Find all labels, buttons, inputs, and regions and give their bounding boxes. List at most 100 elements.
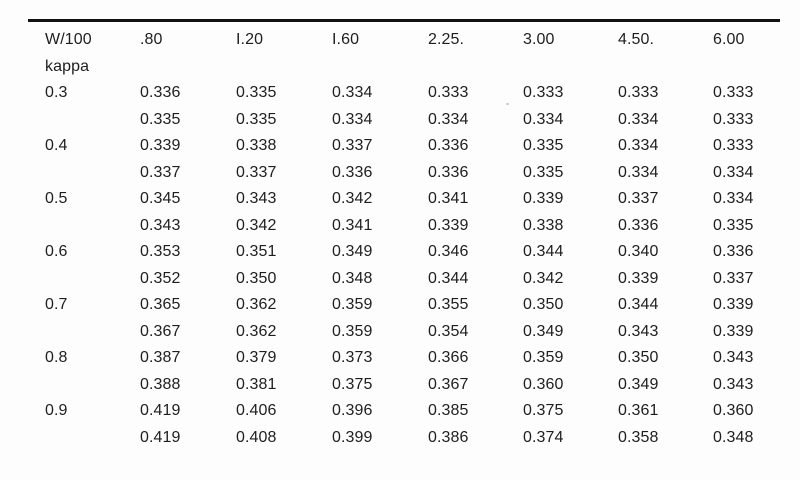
table-cell: 0.336 — [140, 84, 181, 101]
table-cell: 0.399 — [332, 428, 373, 446]
table-cell: 0.350 — [618, 349, 659, 366]
scan-speck — [506, 103, 509, 105]
column-header: I.20 — [236, 31, 264, 48]
table-cell: 0.338 — [523, 216, 564, 234]
table-cell: 0.334 — [618, 163, 659, 181]
table-cell: 0.339 — [713, 296, 754, 313]
table-cell: 0.349 — [332, 243, 373, 260]
table-cell: 0.381 — [236, 375, 277, 393]
table-cell: 0.387 — [140, 349, 181, 366]
table-cell: 0.396 — [332, 402, 373, 419]
table-cell: 0.337 — [140, 163, 181, 181]
table-cell: 0.362 — [236, 322, 277, 340]
table-cell: 0.359 — [332, 322, 373, 340]
table-cell: 0.333 — [523, 84, 564, 101]
table-cell: 0.336 — [428, 163, 469, 181]
table-cell: 0.334 — [618, 137, 659, 154]
table-cell: 0.359 — [332, 296, 373, 313]
column-header: I.60 — [332, 31, 360, 48]
table-cell: 0.342 — [236, 216, 277, 234]
table-cell: 0.419 — [140, 428, 181, 446]
row-label-kappa: 0.3 — [45, 84, 68, 101]
table-cell: 0.419 — [140, 402, 181, 419]
table-cell: 0.343 — [713, 349, 754, 366]
table-cell: 0.386 — [428, 428, 469, 446]
table-cell: 0.348 — [713, 428, 754, 446]
table-cell: 0.333 — [713, 84, 754, 101]
table-cell: 0.342 — [332, 190, 373, 207]
table-cell: 0.334 — [428, 110, 469, 128]
table-cell: 0.333 — [618, 84, 659, 101]
row-label-kappa: 0.8 — [45, 349, 68, 366]
table-cell: 0.385 — [428, 402, 469, 419]
table-cell: 0.333 — [428, 84, 469, 101]
table-cell: 0.365 — [140, 296, 181, 313]
table-cell: 0.337 — [236, 163, 277, 181]
table-cell: 0.406 — [236, 402, 277, 419]
table-cell: 0.336 — [332, 163, 373, 181]
table-cell: 0.335 — [236, 84, 277, 101]
column-header: 6.00 — [713, 31, 745, 48]
corner-label-bottom: kappa — [45, 58, 90, 75]
table-cell: 0.349 — [618, 375, 659, 393]
table-cell: 0.355 — [428, 296, 469, 313]
row-label-kappa: 0.7 — [45, 296, 68, 313]
table-cell: 0.334 — [332, 110, 373, 128]
table-cell: 0.339 — [140, 137, 181, 154]
table-cell: 0.375 — [332, 375, 373, 393]
table-cell: 0.334 — [523, 110, 564, 128]
table-top-rule — [28, 19, 780, 22]
table-cell: 0.349 — [523, 322, 564, 340]
table-cell: 0.341 — [332, 216, 373, 234]
table-cell: 0.335 — [236, 110, 277, 128]
corner-label-top: W/100 — [45, 31, 92, 48]
table-cell: 0.335 — [140, 110, 181, 128]
table-cell: 0.344 — [428, 269, 469, 287]
table-cell: 0.345 — [140, 190, 181, 207]
table-cell: 0.336 — [713, 243, 754, 260]
table-cell: 0.335 — [523, 163, 564, 181]
table-cell: 0.352 — [140, 269, 181, 287]
table-cell: 0.337 — [332, 137, 373, 154]
table-cell: 0.375 — [523, 402, 564, 419]
column-header: .80 — [140, 31, 163, 48]
table-cell: 0.359 — [523, 349, 564, 366]
table-cell: 0.388 — [140, 375, 181, 393]
table-cell: 0.353 — [140, 243, 181, 260]
table-cell: 0.348 — [332, 269, 373, 287]
table-cell: 0.350 — [236, 269, 277, 287]
table-cell: 0.334 — [618, 110, 659, 128]
table-cell: 0.358 — [618, 428, 659, 446]
table-cell: 0.339 — [618, 269, 659, 287]
table-cell: 0.342 — [523, 269, 564, 287]
table-cell: 0.344 — [523, 243, 564, 260]
row-label-kappa: 0.6 — [45, 243, 68, 260]
table-cell: 0.338 — [236, 137, 277, 154]
table-cell: 0.346 — [428, 243, 469, 260]
row-label-kappa: 0.5 — [45, 190, 68, 207]
table-cell: 0.334 — [713, 190, 754, 207]
table-cell: 0.351 — [236, 243, 277, 260]
table-cell: 0.337 — [713, 269, 754, 287]
table-cell: 0.343 — [713, 375, 754, 393]
table-cell: 0.336 — [428, 137, 469, 154]
table-cell: 0.360 — [523, 375, 564, 393]
column-header: 2.25. — [428, 31, 465, 48]
table-cell: 0.335 — [713, 216, 754, 234]
table-cell: 0.367 — [140, 322, 181, 340]
table-cell: 0.379 — [236, 349, 277, 366]
table-cell: 0.339 — [713, 322, 754, 340]
table-cell: 0.336 — [618, 216, 659, 234]
table-cell: 0.366 — [428, 349, 469, 366]
table-cell: 0.367 — [428, 375, 469, 393]
table-cell: 0.334 — [332, 84, 373, 101]
table-cell: 0.333 — [713, 110, 754, 128]
table-cell: 0.341 — [428, 190, 469, 207]
table-cell: 0.343 — [236, 190, 277, 207]
table-cell: 0.374 — [523, 428, 564, 446]
table-cell: 0.344 — [618, 296, 659, 313]
table-cell: 0.354 — [428, 322, 469, 340]
table-cell: 0.350 — [523, 296, 564, 313]
table-cell: 0.362 — [236, 296, 277, 313]
